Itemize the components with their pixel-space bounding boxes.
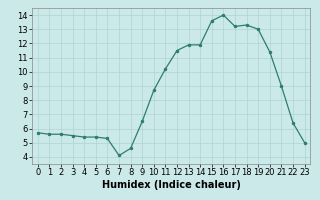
X-axis label: Humidex (Indice chaleur): Humidex (Indice chaleur) <box>102 180 241 190</box>
